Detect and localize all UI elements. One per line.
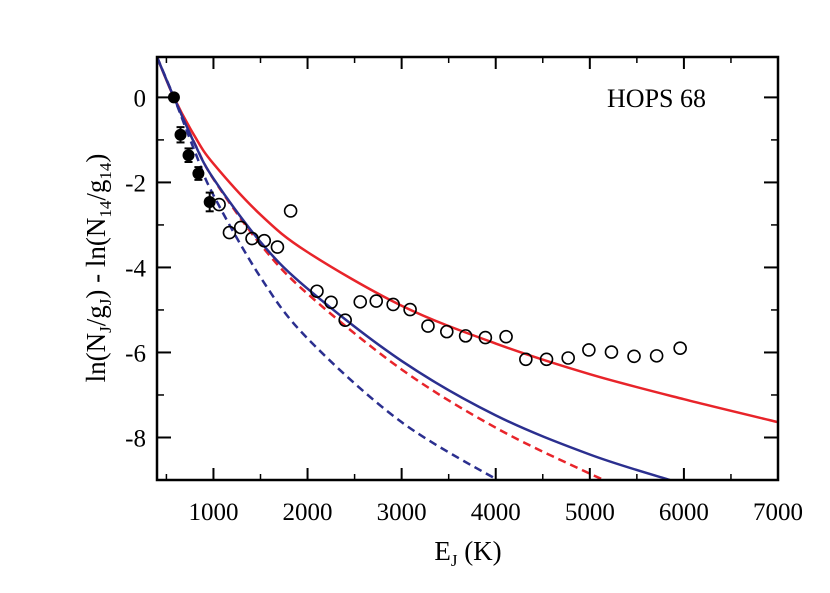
y-tick-label-0: 0 [134, 85, 147, 112]
y-tick-label--8: -8 [125, 425, 146, 452]
filled-data-points [167, 91, 216, 213]
open-point-25 [627, 349, 641, 364]
x-tick-label-7000: 7000 [753, 499, 803, 526]
open-point-3 [233, 220, 248, 235]
open-point-12 [369, 294, 384, 308]
x-tick-label-1000: 1000 [188, 499, 238, 526]
open-point-22 [561, 351, 575, 365]
open-point-17 [458, 329, 473, 343]
y-tick-label--6: -6 [125, 340, 146, 367]
filled-point-3 [182, 149, 195, 162]
filled-point-2 [174, 128, 187, 141]
open-point-11 [353, 295, 368, 309]
x-tick-label-6000: 6000 [659, 499, 709, 526]
open-point-21 [539, 352, 554, 367]
open-point-9 [324, 295, 338, 310]
model-curves [157, 57, 778, 480]
x-tick-label-5000: 5000 [565, 499, 615, 526]
x-axis-ticks: 1000 2000 3000 4000 5000 6000 7000 [165, 57, 803, 526]
x-tick-label-4000: 4000 [471, 499, 521, 526]
annotation-label: HOPS 68 [607, 84, 706, 113]
open-point-10 [338, 313, 352, 327]
open-point-13 [386, 297, 400, 312]
open-point-7 [283, 204, 298, 218]
y-axis-title: ln(NJ/gJ) - ln(N14/g14) [81, 154, 115, 383]
open-point-14 [403, 302, 417, 317]
open-data-points [212, 197, 687, 367]
x-tick-label-2000: 2000 [283, 499, 333, 526]
open-point-19 [499, 329, 513, 344]
y-axis-ticks: 0 -2 -4 -6 -8 [125, 85, 778, 481]
open-point-27 [673, 341, 687, 356]
open-point-24 [604, 345, 619, 359]
x-axis-title: EJ (K) [434, 536, 501, 570]
open-point-18 [478, 330, 493, 345]
model-curve-3 [157, 57, 671, 480]
open-point-15 [421, 319, 435, 333]
open-point-16 [439, 324, 454, 339]
open-point-5 [257, 233, 272, 248]
filled-point-4 [192, 167, 205, 180]
open-point-1 [212, 197, 226, 212]
open-point-2 [222, 225, 237, 240]
y-tick-label--4: -4 [125, 255, 146, 282]
x-tick-label-3000: 3000 [377, 499, 427, 526]
model-curve-2 [157, 57, 607, 480]
open-point-23 [582, 343, 596, 357]
model-curve-4 [157, 57, 501, 480]
open-point-20 [519, 352, 533, 367]
y-tick-label--2: -2 [125, 170, 146, 197]
open-point-6 [270, 240, 285, 254]
filled-point-1 [167, 91, 180, 104]
open-point-26 [649, 349, 664, 363]
plot-frame [155, 55, 780, 482]
model-curve-1 [157, 57, 778, 424]
open-point-8 [310, 284, 324, 299]
